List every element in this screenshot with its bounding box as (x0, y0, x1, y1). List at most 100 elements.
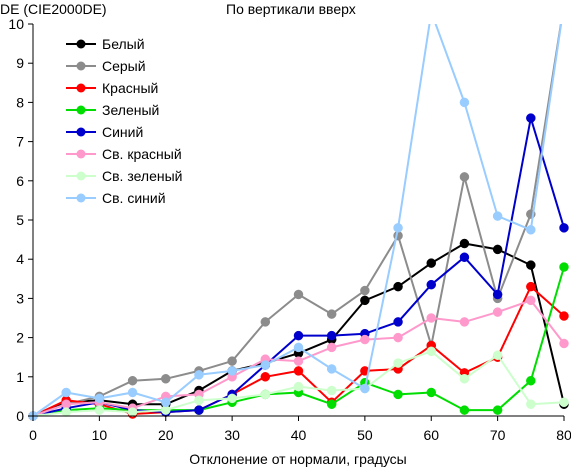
series-6 (28, 295, 569, 421)
series-2-point (326, 309, 337, 319)
legend-label: Св. зеленый (102, 168, 182, 184)
legend-item: Св. зеленый (66, 168, 182, 184)
series-2-point (127, 375, 138, 386)
x-tick-label: 80 (556, 427, 571, 443)
y-tick-label: 4 (16, 251, 24, 267)
series-6-point (293, 356, 304, 366)
series-6-point (526, 295, 536, 306)
series-7-point (559, 397, 569, 408)
series-7-point (227, 393, 237, 404)
series-4-point (393, 389, 403, 400)
y-tick-label: 9 (16, 55, 24, 71)
series-1-point (360, 295, 370, 306)
series-6-point (393, 332, 403, 343)
x-tick-label: 0 (29, 427, 37, 443)
legend-label: Серый (102, 58, 146, 74)
series-5-point (459, 252, 470, 262)
y-axis-title: DE (CIE2000DE) (0, 1, 107, 17)
series-1-point (393, 281, 403, 292)
legend-label: Зеленый (102, 102, 159, 118)
y-tick-label: 8 (16, 94, 24, 110)
series-1-point (459, 238, 470, 249)
series-8-point (492, 211, 503, 221)
series-3-point (559, 311, 569, 321)
legend: Белый Серый Красный Зеленый Синий Св. красный… (66, 36, 182, 206)
legend-marker-swatch (76, 83, 86, 93)
legend-item: Св. синий (66, 190, 166, 206)
legend-item: Св. красный (66, 146, 182, 162)
y-tick-label: 7 (16, 134, 24, 150)
series-6-point (459, 317, 470, 327)
series-8-point (560, 0, 569, 9)
axes-layer: 0 1 2 3 4 5 6 7 8 9 10 0 10 20 30 40 50 60 70 80 (8, 16, 571, 443)
legend-item: Серый (66, 58, 146, 74)
series-8-point (360, 383, 370, 394)
legend-item: Белый (66, 36, 145, 52)
series-7-point (293, 381, 304, 392)
series-layer (28, 0, 569, 421)
legend-marker-swatch (76, 105, 86, 115)
legend-item: Зеленый (66, 102, 159, 118)
series-5-point (293, 330, 304, 341)
x-tick-label: 60 (423, 427, 439, 443)
series-8-point (127, 387, 138, 398)
legend-label: Белый (102, 36, 145, 52)
series-8-point (227, 366, 237, 376)
series-4-point (459, 405, 470, 415)
series-6-point (360, 334, 370, 345)
series-7-point (526, 399, 536, 409)
series-5-point (492, 289, 503, 300)
series-5-point (393, 317, 403, 327)
series-3-point (260, 372, 271, 382)
legend-marker-swatch (76, 39, 86, 49)
y-tick-label: 6 (16, 173, 24, 189)
series-8-point (61, 387, 71, 398)
y-tick-label: 1 (16, 369, 24, 385)
x-tick-label: 70 (490, 427, 506, 443)
series-4-point (492, 405, 503, 415)
series-4-point (326, 399, 337, 409)
chart-title: По вертикали вверх (226, 1, 356, 17)
series-8-point (161, 397, 171, 408)
series-4-point (526, 375, 536, 386)
legend-marker-swatch (76, 149, 86, 159)
series-7-point (492, 350, 503, 360)
series-7-point (94, 405, 105, 415)
legend-marker-swatch (76, 127, 86, 137)
series-7-point (61, 407, 71, 417)
series-8 (28, 0, 569, 421)
x-tick-label: 20 (158, 427, 174, 443)
series-7-point (194, 395, 204, 406)
series-8-point (326, 364, 337, 374)
legend-label: Св. синий (102, 190, 166, 206)
series-2-point (560, 0, 569, 9)
series-8-point (526, 225, 536, 235)
series-4-point (426, 387, 436, 398)
series-2-point (360, 285, 370, 296)
series-8-point (459, 97, 470, 108)
series-8-point (260, 360, 271, 370)
legend-label: Св. красный (102, 146, 182, 162)
legend-marker-swatch (76, 193, 86, 203)
y-tick-label: 3 (16, 290, 24, 306)
series-5-point (194, 405, 204, 415)
series-6-point (559, 338, 569, 349)
series-8-point (427, 8, 436, 17)
series-5-point (426, 279, 436, 290)
legend-marker-swatch (76, 61, 86, 71)
x-tick-label: 30 (224, 427, 240, 443)
legend-marker-swatch (76, 171, 86, 181)
y-tick-label: 2 (16, 330, 24, 346)
series-2-point (161, 374, 171, 384)
y-tick-label: 0 (16, 408, 24, 424)
series-2-point (293, 289, 304, 300)
series-7-point (260, 389, 271, 400)
legend-item: Красный (66, 80, 158, 96)
x-tick-label: 50 (357, 427, 373, 443)
series-8-point (293, 342, 304, 353)
series-7-point (326, 385, 337, 396)
series-5-point (559, 223, 569, 233)
x-tick-label: 10 (92, 427, 108, 443)
series-5-point (326, 330, 337, 341)
